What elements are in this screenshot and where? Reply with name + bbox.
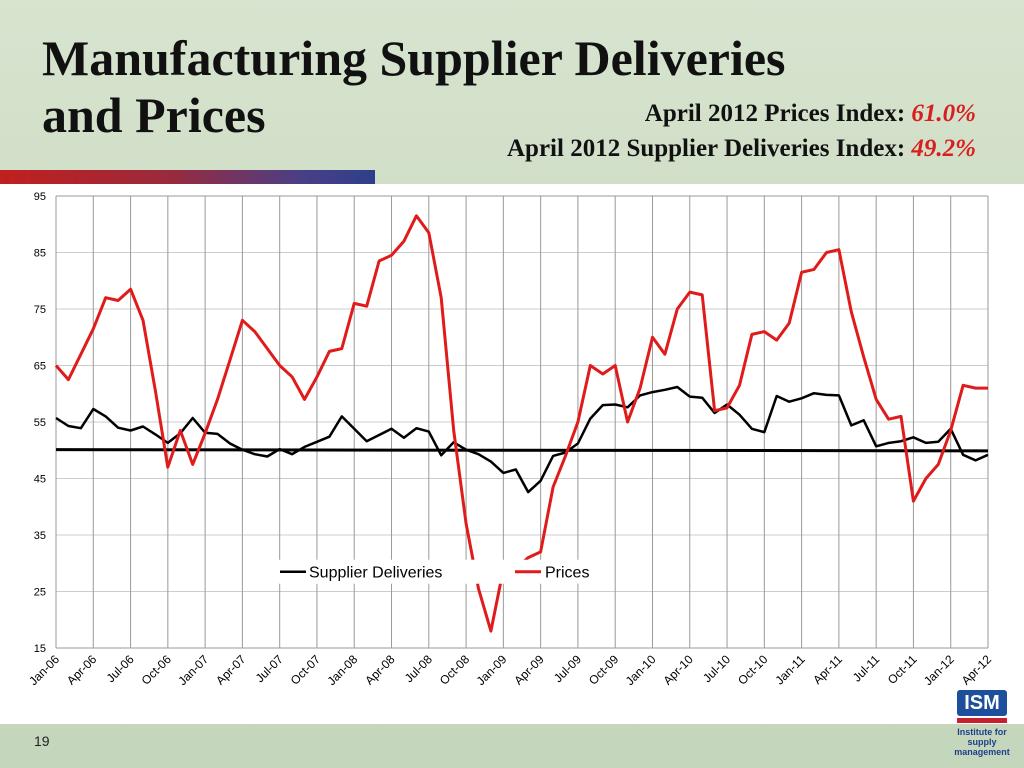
x-tick-label: Apr-07 xyxy=(213,652,249,688)
x-tick-label: Apr-12 xyxy=(959,652,995,688)
prices-index-line: April 2012 Prices Index: 61.0% xyxy=(507,96,976,131)
x-tick-label: Oct-09 xyxy=(586,652,622,688)
x-tick-label: Jan-07 xyxy=(175,652,211,688)
x-tick-label: Oct-06 xyxy=(139,652,175,688)
y-tick-label: 45 xyxy=(34,474,46,486)
x-tick-label: Jul-08 xyxy=(402,652,435,685)
title-line-2: and Prices xyxy=(42,87,266,143)
supplier-deliveries-line xyxy=(55,385,989,494)
x-tick-label: Apr-11 xyxy=(810,652,845,687)
x-tick-label: Apr-06 xyxy=(64,652,100,688)
x-tick-label: Oct-07 xyxy=(288,652,324,688)
slide-title: Manufacturing Supplier Deliveries and Pr… xyxy=(42,30,942,144)
x-tick-label: Oct-11 xyxy=(885,652,920,687)
accent-bar xyxy=(0,170,375,184)
chart-area: 15 25 35 45 55 65 75 85 95 Jan-06 Apr-06 Jul-06 Oct-… xyxy=(0,184,1024,724)
x-tick-label: Jul-11 xyxy=(850,652,883,685)
x-tick-label: Jan-08 xyxy=(325,652,361,688)
y-tick-label: 25 xyxy=(34,587,46,599)
ism-logo: ISM Institute for supply management xyxy=(946,690,1018,764)
deliveries-index-line: April 2012 Supplier Deliveries Index: 49… xyxy=(507,131,976,166)
y-tick-label: 15 xyxy=(34,643,46,655)
prices-index-value: 61.0% xyxy=(911,100,976,127)
y-tick-label: 85 xyxy=(34,248,46,260)
x-tick-label: Jul-10 xyxy=(700,652,733,685)
y-tick-label: 75 xyxy=(34,304,46,316)
prices-index-label: April 2012 Prices Index: xyxy=(644,100,906,127)
x-tick-label: Oct-10 xyxy=(735,652,771,688)
deliveries-index-value: 49.2% xyxy=(911,135,976,162)
title-line-1: Manufacturing Supplier Deliveries xyxy=(42,30,786,86)
x-tick-label: Apr-08 xyxy=(362,652,398,688)
x-tick-label: Oct-08 xyxy=(437,652,473,688)
legend-label-prices: Prices xyxy=(545,565,589,582)
index-summary: April 2012 Prices Index: 61.0% April 201… xyxy=(507,96,976,166)
x-tick-label: Jul-06 xyxy=(104,652,137,685)
x-tick-label: Jan-09 xyxy=(474,652,510,688)
ism-logo-line-2: supply management xyxy=(954,737,1010,757)
x-tick-label: Apr-10 xyxy=(661,652,697,688)
x-tick-label: Apr-09 xyxy=(511,652,547,688)
ism-logo-text: Institute for supply management xyxy=(946,727,1018,757)
y-tick-label: 65 xyxy=(34,361,46,373)
ism-logo-line-1: Institute for xyxy=(957,727,1007,737)
x-tick-label: Jan-11 xyxy=(772,652,807,687)
x-tick-label: Jul-09 xyxy=(551,652,584,685)
y-tick-label: 95 xyxy=(34,191,46,203)
y-tick-label: 55 xyxy=(34,417,46,429)
page-number: 19 xyxy=(34,733,50,749)
y-tick-label: 35 xyxy=(34,530,46,542)
deliveries-index-label: April 2012 Supplier Deliveries Index: xyxy=(507,135,906,162)
ism-logo-bar xyxy=(957,718,1007,723)
legend-background xyxy=(276,559,606,584)
legend-label-supplier-deliveries: Supplier Deliveries xyxy=(309,565,442,582)
x-tick-label: Jan-12 xyxy=(921,652,957,688)
x-tick-label: Jul-07 xyxy=(253,652,286,685)
reference-line-50 xyxy=(55,448,989,453)
x-tick-label: Jan-06 xyxy=(26,652,62,688)
ism-logo-mark: ISM xyxy=(957,690,1007,716)
x-tick-label: Jan-10 xyxy=(623,652,659,688)
